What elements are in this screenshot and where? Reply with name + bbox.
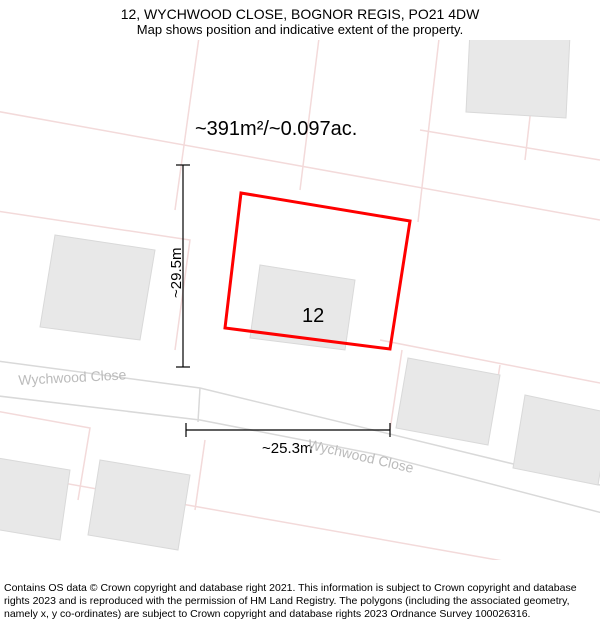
page-title: 12, WYCHWOOD CLOSE, BOGNOR REGIS, PO21 4… [10, 6, 590, 22]
building [513, 395, 600, 485]
building [396, 358, 500, 445]
plot-line [420, 130, 600, 160]
building [466, 40, 570, 118]
house-number-label: 12 [302, 305, 324, 328]
horizontal-dimension-line [186, 423, 390, 437]
horizontal-dimension-label: ~25.3m [262, 440, 312, 457]
plot-line [0, 470, 600, 560]
area-label: ~391m²/~0.097ac. [195, 118, 357, 141]
header: 12, WYCHWOOD CLOSE, BOGNOR REGIS, PO21 4… [0, 0, 600, 39]
footer-copyright: Contains OS data © Crown copyright and d… [4, 582, 596, 621]
map-area: ~391m²/~0.097ac. 12 ~29.5m ~25.3m Wychwo… [0, 40, 600, 560]
vertical-dimension-label: ~29.5m [168, 248, 185, 298]
building [40, 235, 155, 340]
building [88, 460, 190, 550]
road-edge [198, 388, 200, 422]
building [0, 455, 70, 540]
page-subtitle: Map shows position and indicative extent… [10, 22, 590, 37]
plot-line [195, 440, 205, 510]
